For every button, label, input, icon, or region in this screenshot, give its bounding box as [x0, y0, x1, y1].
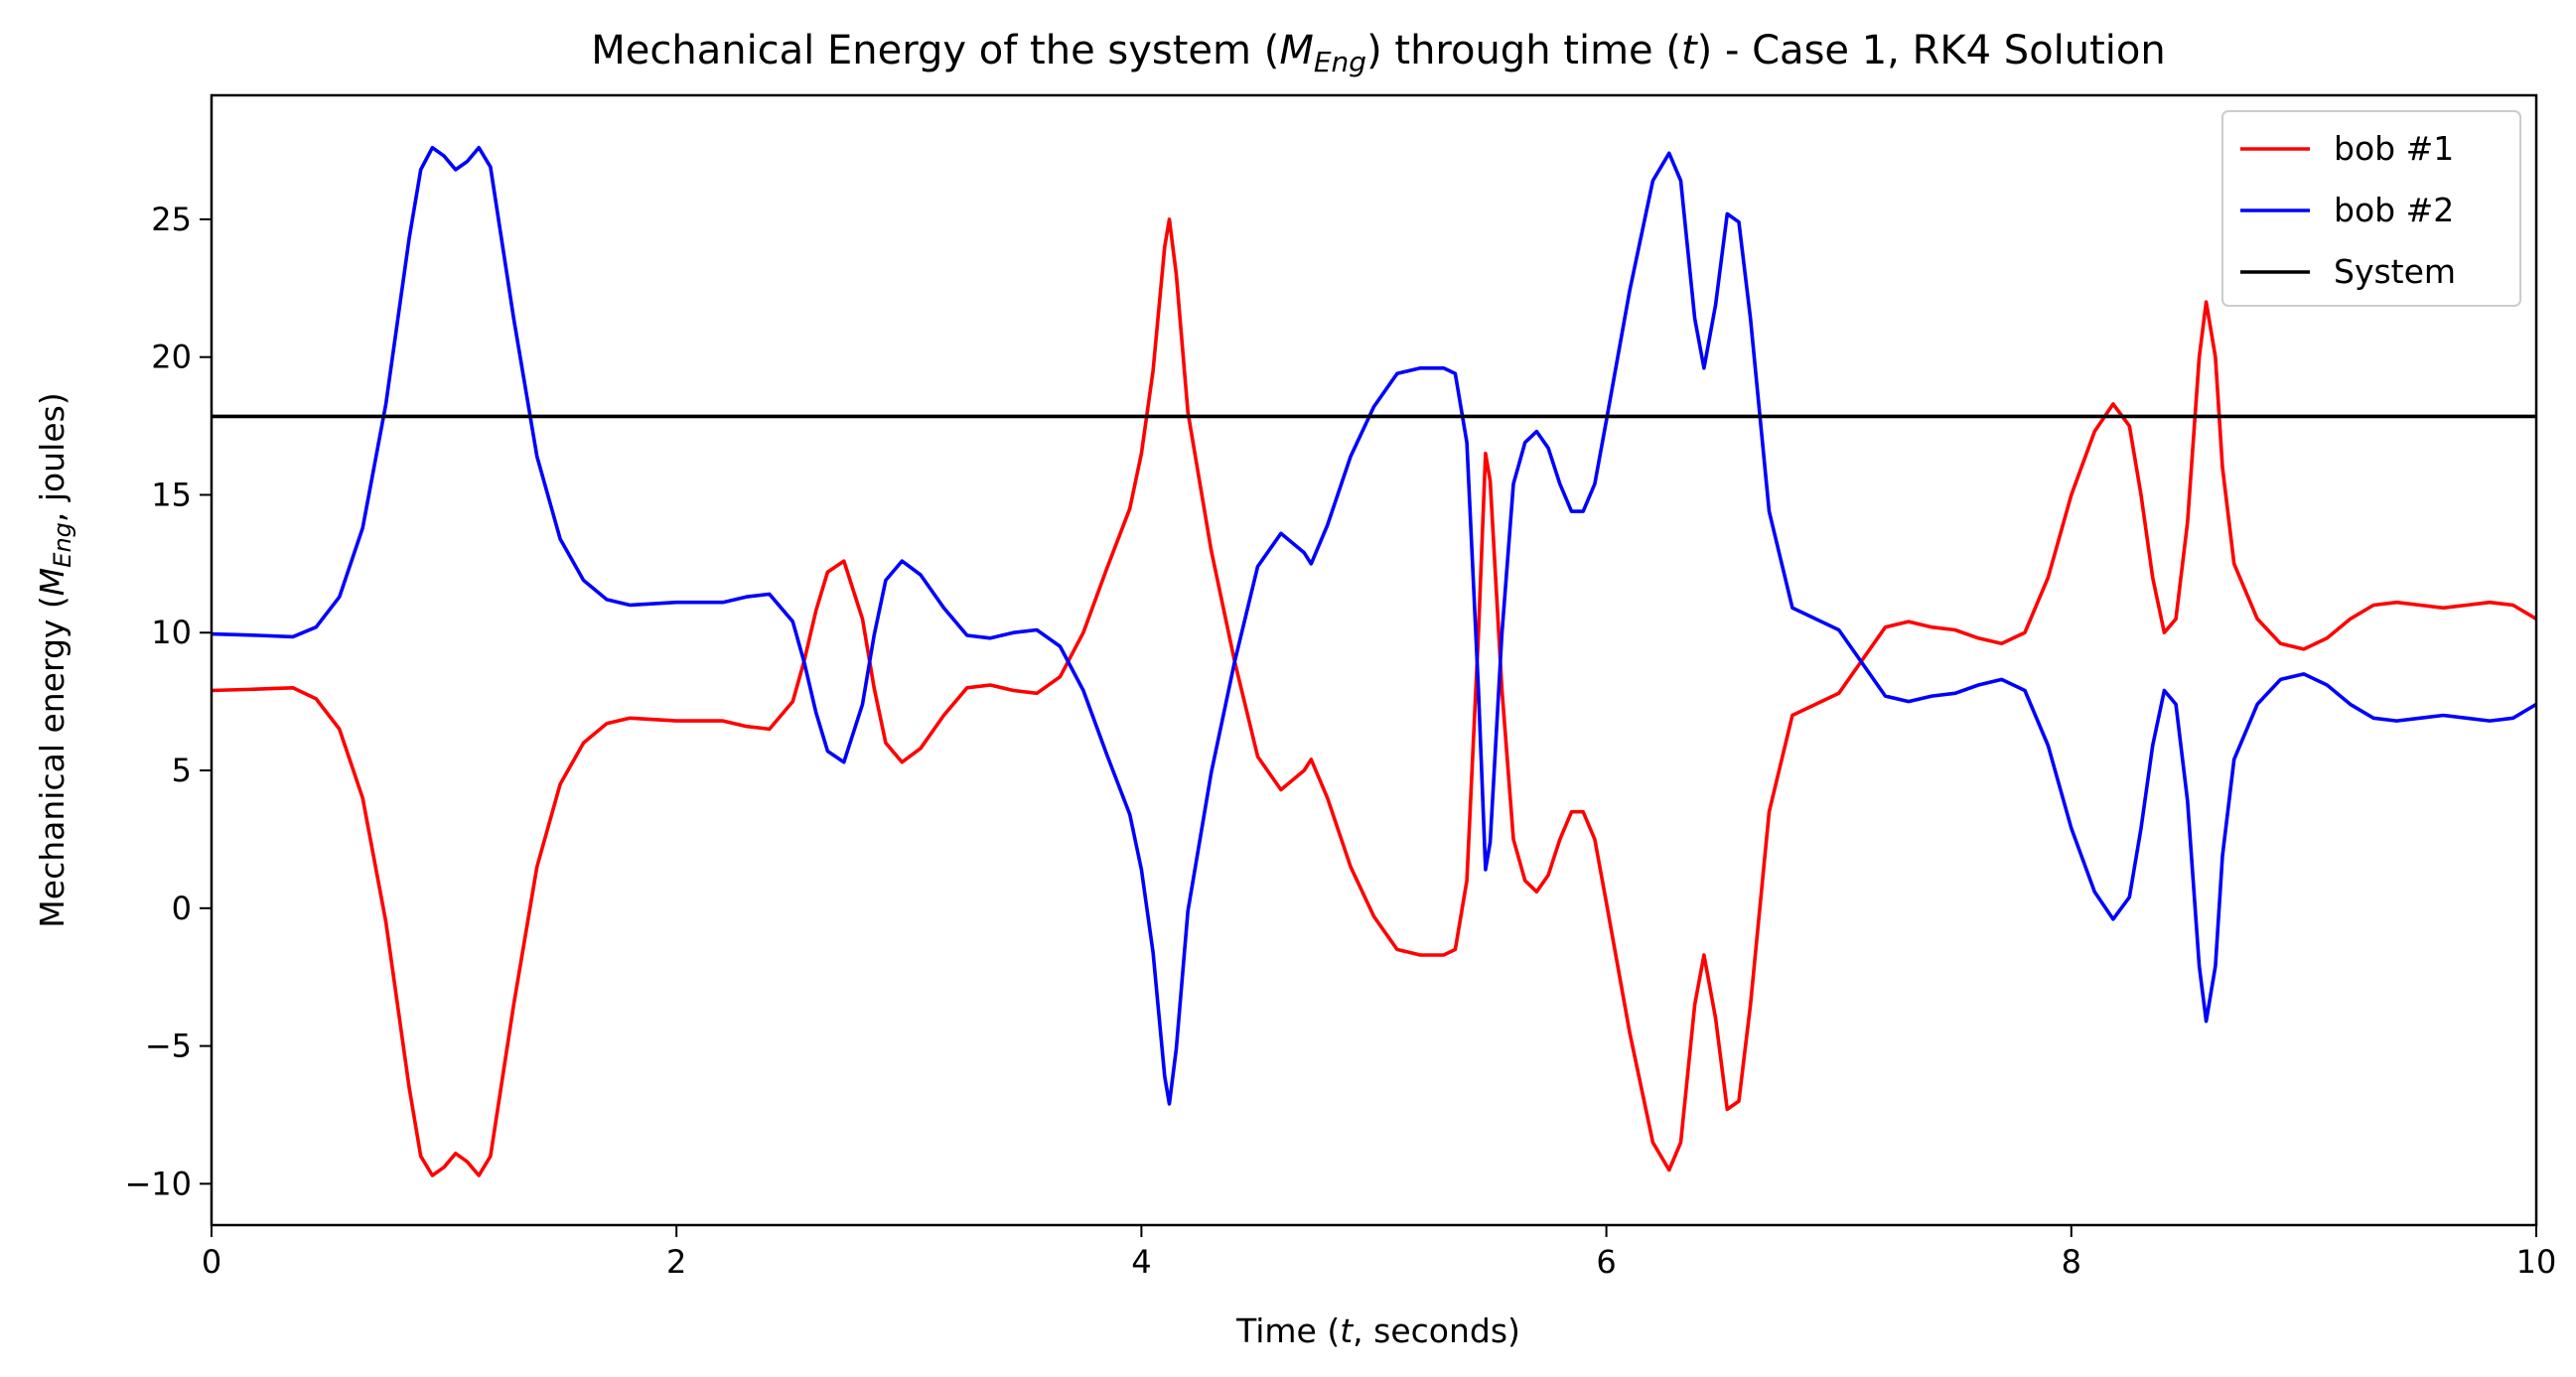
y-axis: −10 −5 0 5 10 15 20 25: [124, 201, 212, 1202]
x-tick-label: 6: [1596, 1243, 1616, 1281]
chart-title: Mechanical Energy of the system (MEng) t…: [591, 28, 2166, 78]
legend-box: [2221, 110, 2521, 307]
y-tick-label: 20: [151, 339, 192, 376]
y-tick-label: −10: [124, 1165, 192, 1202]
y-tick-label: 15: [151, 476, 192, 513]
plot-area: [211, 145, 2537, 1177]
legend-label: System: [2334, 252, 2456, 291]
x-tick-label: 4: [1131, 1243, 1151, 1281]
legend-label: bob #1: [2334, 129, 2454, 168]
x-axis-label: Time (t, seconds): [1235, 1311, 1520, 1350]
y-tick-label: 5: [172, 752, 192, 789]
x-axis: 0 2 4 6 8 10: [202, 1225, 2557, 1281]
y-axis-label: Mechanical energy (MEng, joules): [33, 392, 76, 927]
plot-frame: [210, 93, 2538, 1227]
x-tick-label: 8: [2062, 1243, 2081, 1281]
y-tick-label: 10: [151, 614, 192, 651]
y-tick-label: 0: [172, 890, 192, 927]
legend: bob #1 bob #2 System: [2221, 110, 2521, 307]
x-tick-label: 10: [2516, 1243, 2557, 1281]
series-line-1: [211, 217, 2537, 1177]
y-tick-label: −5: [145, 1028, 192, 1065]
x-tick-label: 0: [202, 1243, 221, 1281]
series-line-2: [211, 145, 2537, 1106]
x-tick-label: 2: [666, 1243, 686, 1281]
y-tick-label: 25: [151, 201, 192, 238]
legend-label: bob #2: [2334, 191, 2454, 229]
